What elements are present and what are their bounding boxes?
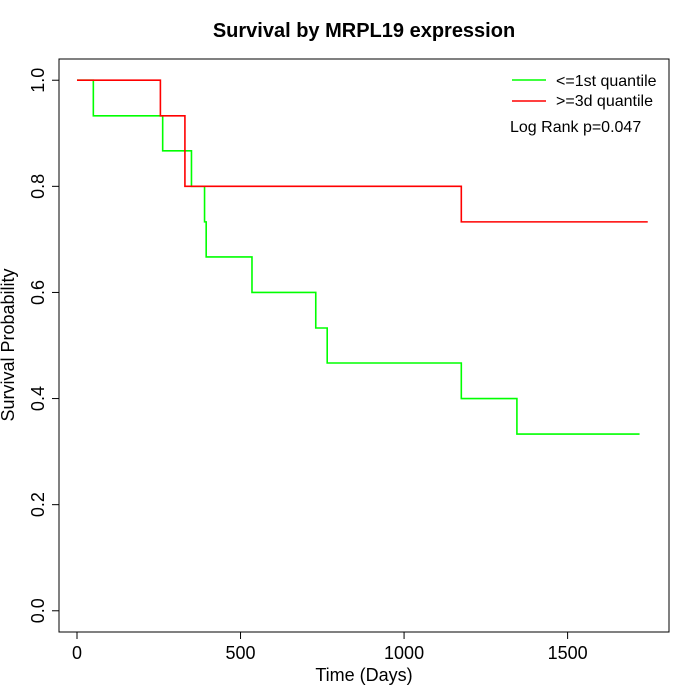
x-tick-label: 500 xyxy=(226,643,256,663)
plot-frame xyxy=(58,58,670,633)
y-tick-label: 0.0 xyxy=(28,598,48,623)
x-tick-label: 1000 xyxy=(384,643,424,663)
y-axis: 0.0 0.2 0.4 0.6 0.8 1.0 xyxy=(28,68,60,623)
x-axis: 0 500 1000 1500 xyxy=(72,631,588,663)
chart-title: Survival by MRPL19 expression xyxy=(213,20,515,42)
legend-label-low: <=1st quantile xyxy=(556,73,657,90)
y-tick-label: 0.8 xyxy=(28,174,48,199)
y-tick-label: 0.4 xyxy=(28,386,48,411)
x-tick-label: 0 xyxy=(72,643,82,663)
y-tick-label: 0.6 xyxy=(28,280,48,305)
y-tick-label: 0.2 xyxy=(28,492,48,517)
survival-curves xyxy=(76,79,648,435)
survival-curve-low xyxy=(76,79,640,435)
legend: <=1st quantile >=3d quantile Log Rank p=… xyxy=(510,73,657,136)
logrank-annotation: Log Rank p=0.047 xyxy=(510,119,641,136)
legend-label-high: >=3d quantile xyxy=(556,93,653,110)
x-tick-label: 1500 xyxy=(548,643,588,663)
x-axis-title: Time (Days) xyxy=(315,665,412,685)
y-axis-title: Survival Probability xyxy=(0,268,18,421)
survival-curve-high xyxy=(76,79,648,223)
y-tick-label: 1.0 xyxy=(28,68,48,93)
